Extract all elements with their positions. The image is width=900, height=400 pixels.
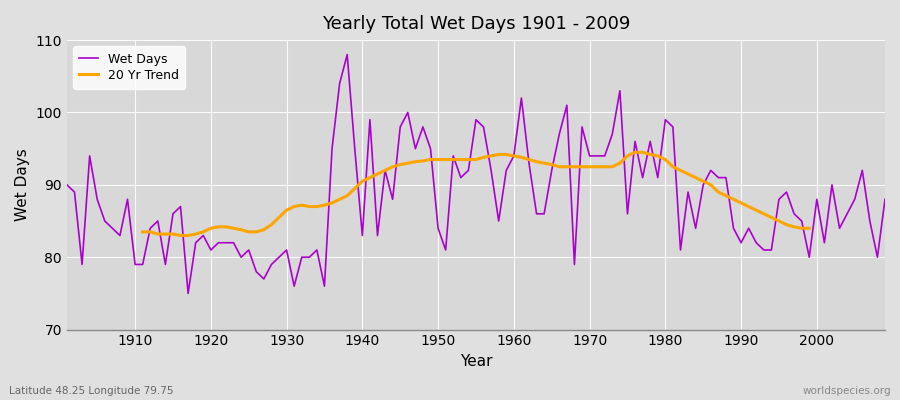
Line: 20 Yr Trend: 20 Yr Trend <box>143 152 809 236</box>
Wet Days <box>516 96 526 100</box>
X-axis label: Year: Year <box>460 354 492 369</box>
Title: Yearly Total Wet Days 1901 - 2009: Yearly Total Wet Days 1901 - 2009 <box>322 15 630 33</box>
20 Yr Trend <box>486 154 497 158</box>
Wet Days <box>122 197 133 202</box>
20 Yr Trend <box>630 150 641 155</box>
20 Yr Trend <box>743 204 754 209</box>
Legend: Wet Days, 20 Yr Trend: Wet Days, 20 Yr Trend <box>73 46 185 89</box>
20 Yr Trend <box>229 226 239 231</box>
20 Yr Trend <box>138 230 148 234</box>
Text: Latitude 48.25 Longitude 79.75: Latitude 48.25 Longitude 79.75 <box>9 386 174 396</box>
20 Yr Trend <box>402 161 413 166</box>
20 Yr Trend <box>213 224 224 229</box>
Wet Days <box>296 255 307 260</box>
Y-axis label: Wet Days: Wet Days <box>15 148 30 221</box>
Wet Days <box>342 52 353 57</box>
Wet Days <box>349 146 360 151</box>
Wet Days <box>61 182 72 187</box>
20 Yr Trend <box>804 226 814 231</box>
Text: worldspecies.org: worldspecies.org <box>803 386 891 396</box>
Line: Wet Days: Wet Days <box>67 54 885 293</box>
20 Yr Trend <box>176 233 186 238</box>
20 Yr Trend <box>281 208 292 212</box>
Wet Days <box>615 88 626 93</box>
Wet Days <box>524 161 535 166</box>
Wet Days <box>879 197 890 202</box>
Wet Days <box>183 291 194 296</box>
